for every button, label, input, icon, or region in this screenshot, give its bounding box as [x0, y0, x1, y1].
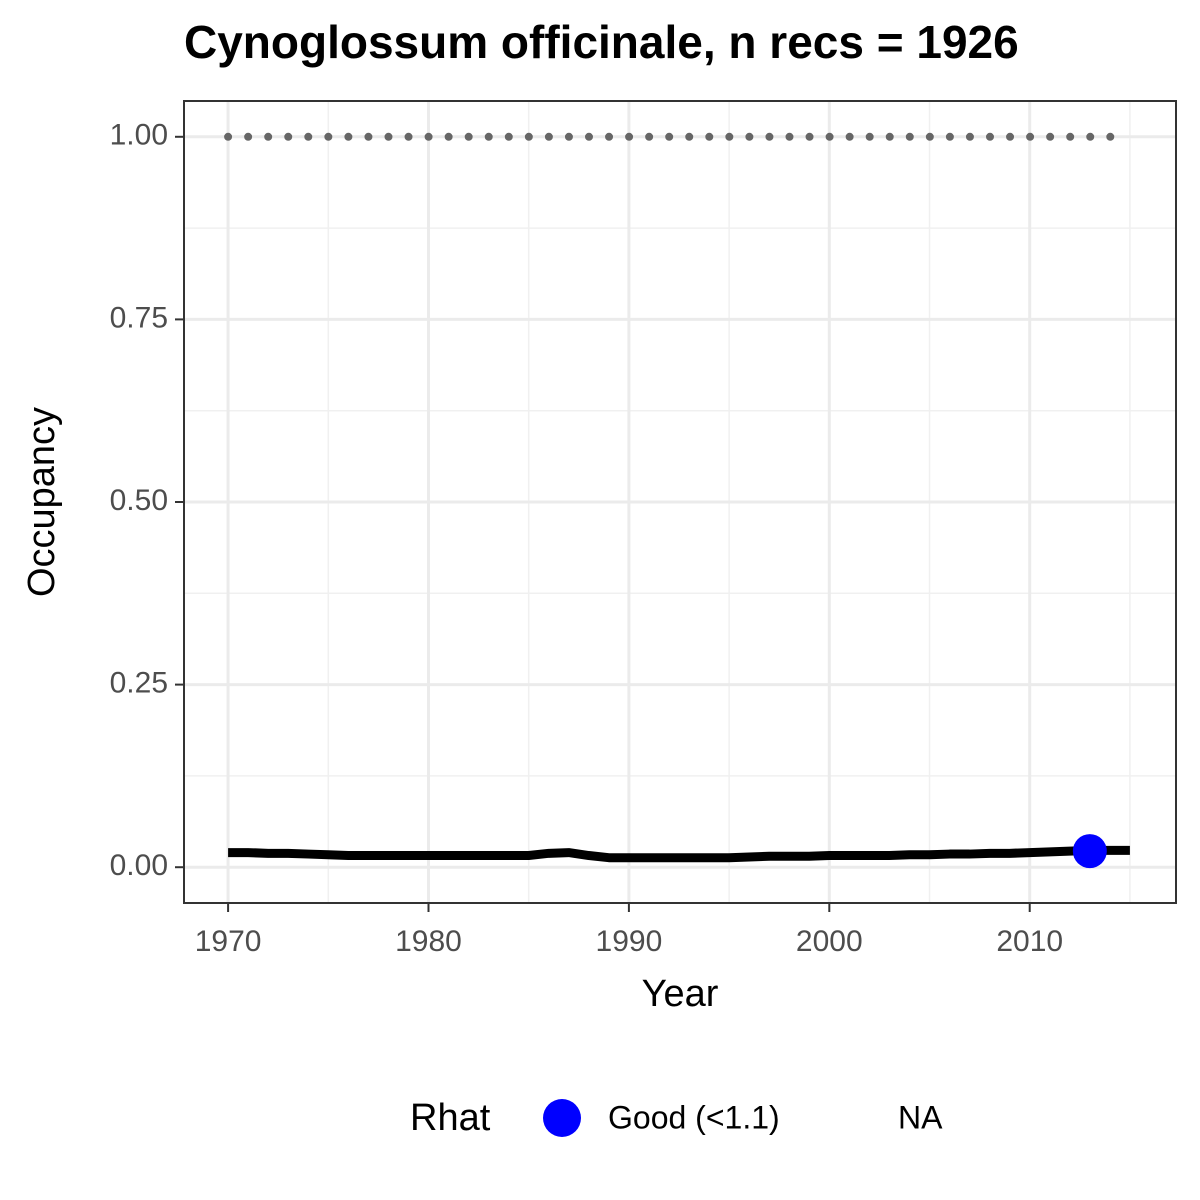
line	[228, 845, 1130, 863]
chart-title: Cynoglossum officinale, n recs = 1926	[184, 16, 1019, 68]
x-tick-label: 2010	[996, 925, 1063, 958]
y-tick-label: 0.75	[110, 301, 168, 334]
legend-label: NA	[898, 1099, 943, 1135]
y-tick-label: 1.00	[110, 119, 168, 152]
x-axis-label: Year	[642, 973, 719, 1015]
x-tick-label: 1980	[395, 925, 462, 958]
x-tick-label: 1970	[195, 925, 262, 958]
legend-label: Good (<1.1)	[608, 1099, 780, 1135]
y-axis-label: Occupancy	[21, 407, 63, 597]
x-tick-label: 2000	[796, 925, 863, 958]
legend-swatch	[543, 1099, 581, 1137]
point	[1072, 834, 1107, 869]
legend-title: Rhat	[410, 1097, 491, 1139]
plot-border	[183, 100, 1177, 904]
y-tick-label: 0.50	[110, 484, 168, 517]
y-tick-label: 0.25	[110, 667, 168, 700]
x-tick-label: 1990	[596, 925, 663, 958]
y-tick-label: 0.00	[110, 849, 168, 882]
